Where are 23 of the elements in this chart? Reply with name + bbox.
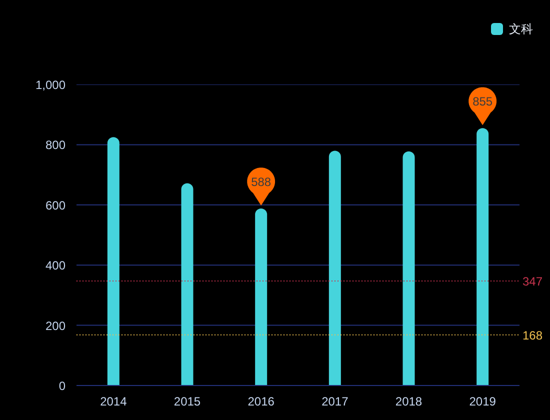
x-tick-label: 2018	[395, 394, 422, 408]
y-tick-label: 800	[45, 138, 66, 152]
ref-line-label: 347	[522, 274, 543, 289]
bar	[255, 208, 268, 386]
y-tick-label: 1,000	[35, 78, 66, 92]
x-tick-label: 2017	[322, 394, 349, 408]
x-tick-label: 2019	[469, 394, 496, 408]
legend-label: 文科	[509, 22, 533, 36]
y-tick-label: 400	[45, 258, 66, 273]
y-tick-label: 200	[45, 318, 66, 333]
bar	[181, 183, 194, 386]
x-tick-label: 2016	[248, 394, 275, 408]
x-tick-label: 2014	[100, 394, 128, 408]
annotation: 588	[251, 175, 272, 190]
bar	[107, 137, 120, 386]
y-tick-label: 0	[58, 379, 66, 393]
x-tick-label: 2015	[174, 394, 201, 408]
bar	[328, 150, 341, 386]
ref-line-label: 168	[522, 328, 543, 342]
bar	[402, 151, 415, 386]
annotation: 855	[472, 94, 493, 109]
y-tick-label: 600	[45, 198, 66, 212]
bar	[476, 128, 489, 386]
